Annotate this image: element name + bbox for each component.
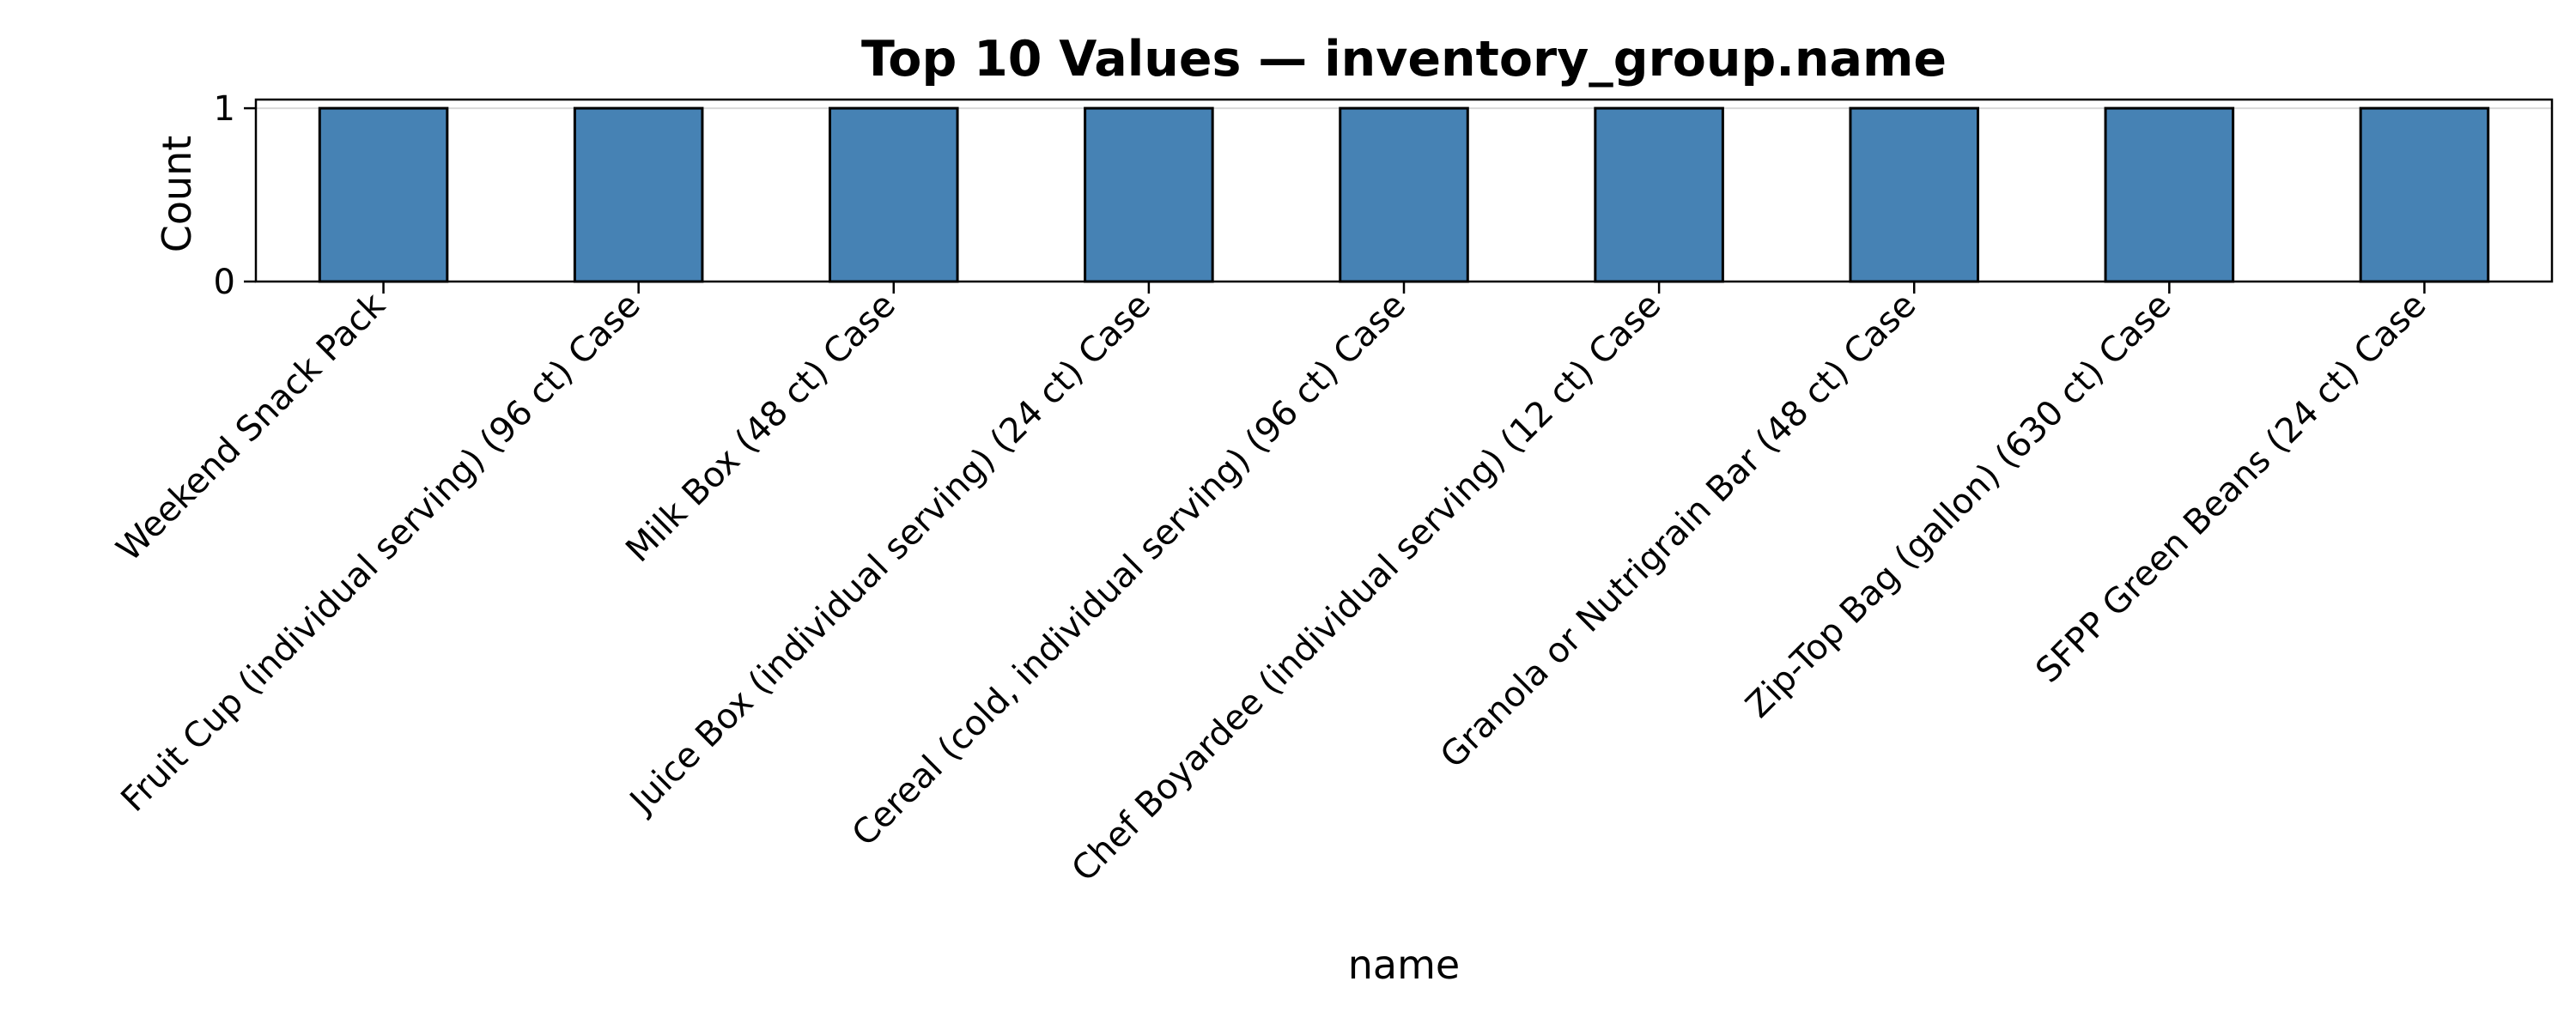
y-tick-label-1: 1 <box>214 89 235 129</box>
bar-0 <box>318 106 449 283</box>
bar-6 <box>1849 106 1979 283</box>
x-tick-label-0: Weekend Snack Pack <box>109 285 393 569</box>
bar-7 <box>2104 106 2235 283</box>
x-tick-label-5: Chef Boyardee (individual serving) (12 c… <box>1065 286 1669 890</box>
bars-layer <box>318 106 2490 283</box>
y-tick-label-0: 0 <box>214 263 235 302</box>
x-tick-label-1: Fruit Cup (individual serving) (96 ct) C… <box>113 286 647 820</box>
bar-3 <box>1084 106 1214 283</box>
bar-8 <box>2359 106 2490 283</box>
x-tick-label-3: Juice Box (individual serving) (24 ct) C… <box>621 286 1158 823</box>
bar-1 <box>573 106 704 283</box>
x-tick-label-2: Milk Box (48 ct) Case <box>618 286 902 570</box>
bar-4 <box>1339 106 1469 283</box>
x-axis-label: name <box>1348 942 1460 988</box>
x-tick-label-6: Granola or Nutrigrain Bar (48 ct) Case <box>1433 286 1923 776</box>
x-tick-label-7: Zip-Top Bag (gallon) (630 ct) Case <box>1738 286 2178 726</box>
bar-2 <box>829 106 959 283</box>
x-tick-label-4: Cereal (cold, individual serving) (96 ct… <box>845 286 1413 854</box>
y-axis-label: Count <box>154 136 200 253</box>
chart-title: Top 10 Values — inventory_group.name <box>861 31 1947 88</box>
bar-5 <box>1594 106 1724 283</box>
y-axis-ticks: 01 <box>214 89 256 302</box>
